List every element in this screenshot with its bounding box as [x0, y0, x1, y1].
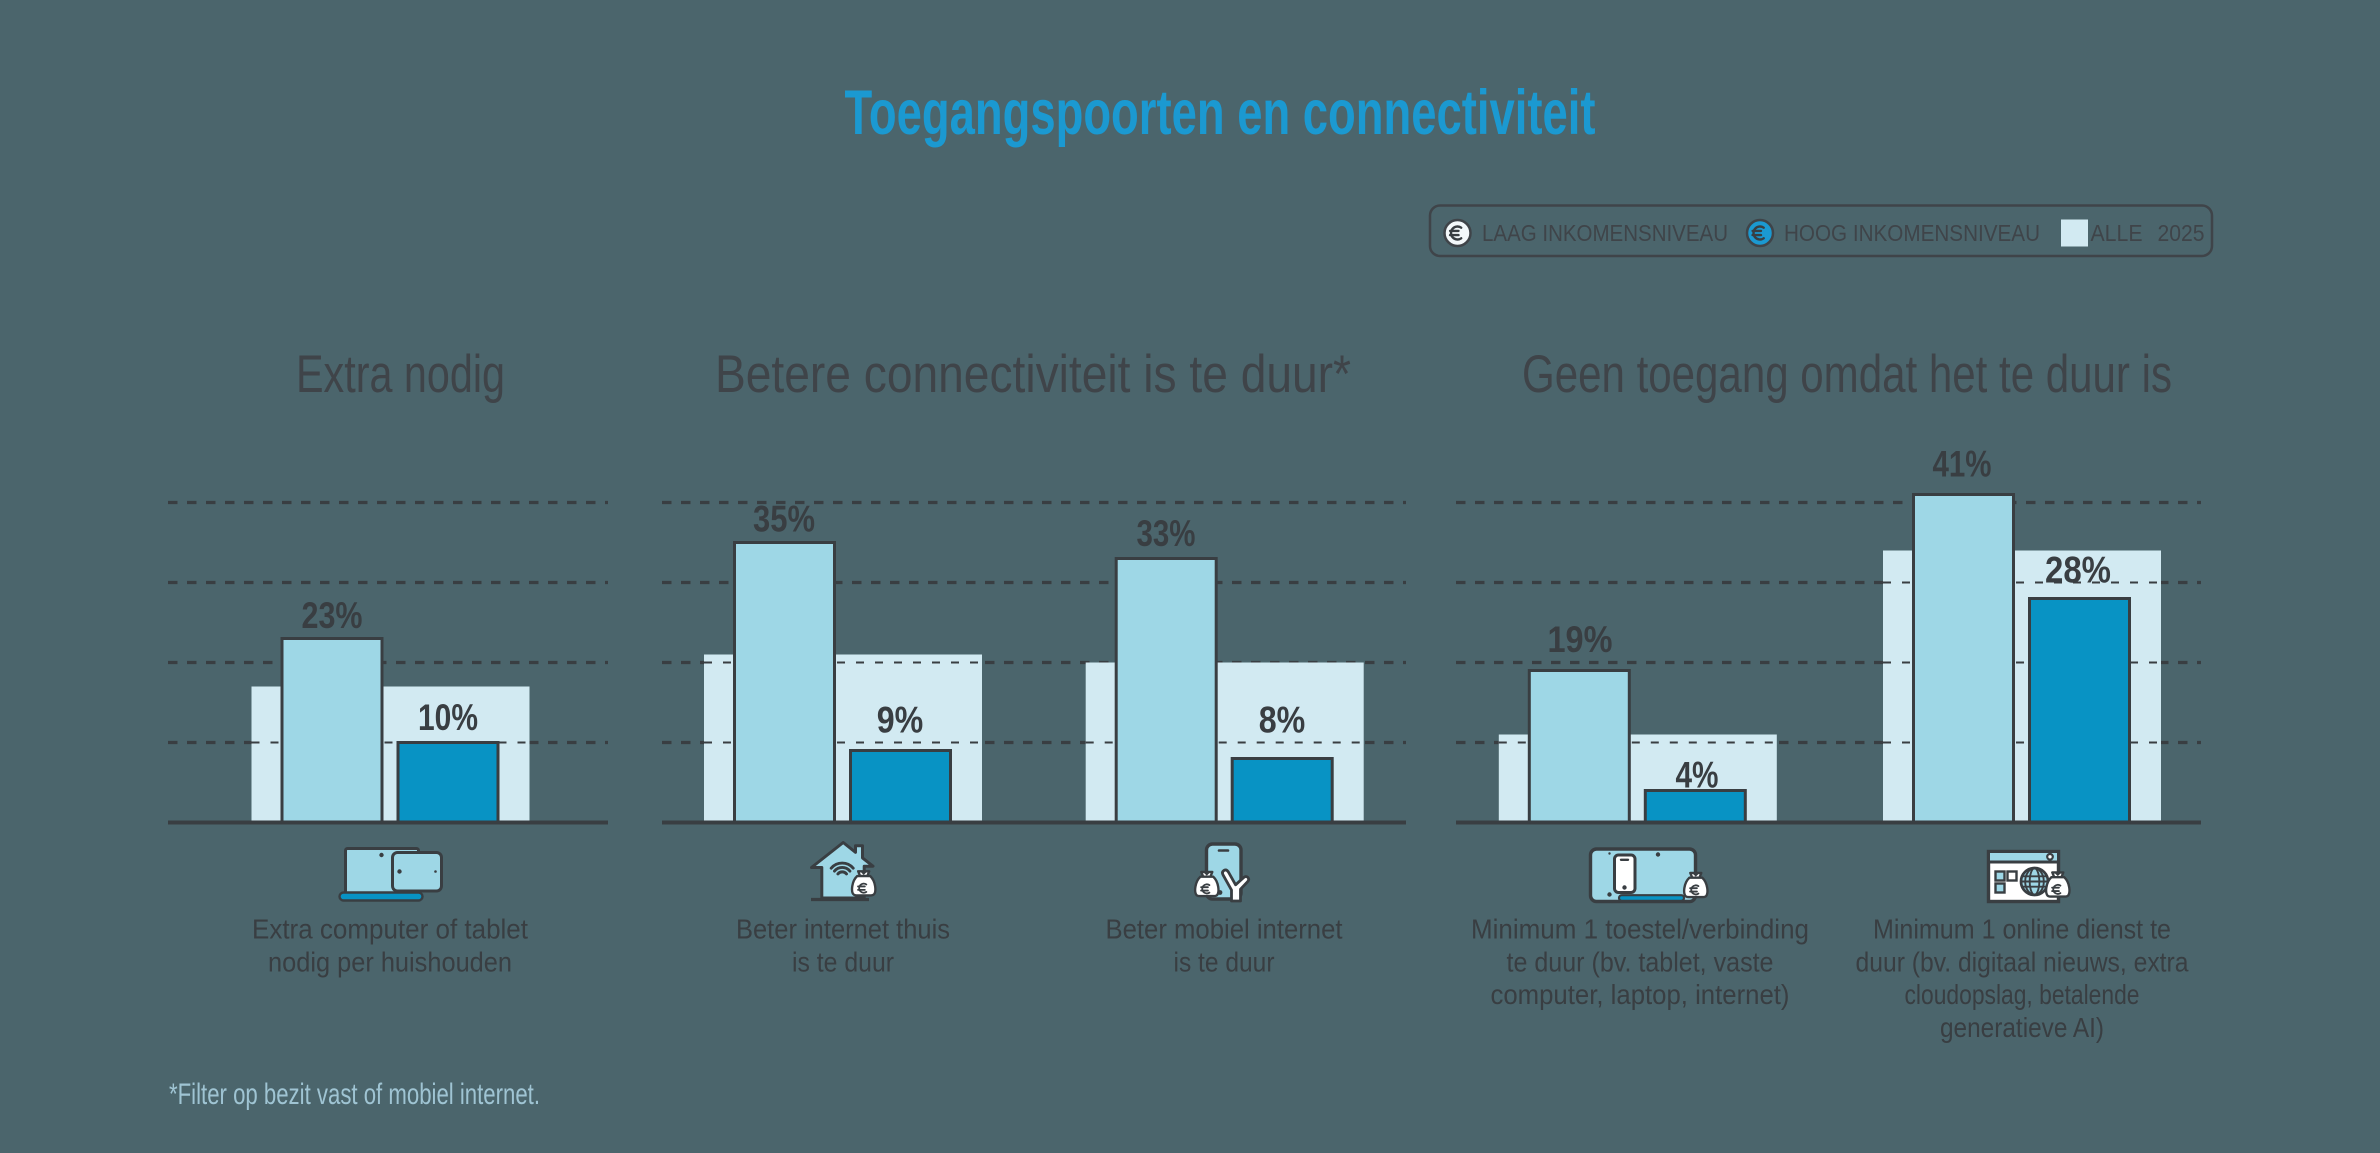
svg-text:nodig per huishouden: nodig per huishouden — [268, 946, 512, 977]
svg-text:Minimum 1 online dienst te: Minimum 1 online dienst te — [1873, 914, 2171, 945]
svg-text:35%: 35% — [753, 499, 815, 540]
svg-text:is te duur: is te duur — [1174, 946, 1275, 977]
svg-text:4%: 4% — [1676, 755, 1719, 796]
svg-text:Minimum 1 toestel/verbinding: Minimum 1 toestel/verbinding — [1471, 914, 1809, 945]
svg-text:Betere connectiviteit is te du: Betere connectiviteit is te duur* — [715, 345, 1351, 404]
svg-text:19%: 19% — [1548, 619, 1613, 660]
svg-text:Beter internet thuis: Beter internet thuis — [736, 914, 950, 945]
svg-text:generatieve AI): generatieve AI) — [1940, 1012, 2104, 1043]
svg-text:duur (bv. digitaal nieuws, ext: duur (bv. digitaal nieuws, extra — [1856, 946, 2190, 977]
svg-text:Toegangspoorten en connectivit: Toegangspoorten en connectiviteit — [845, 78, 1596, 148]
svg-text:10%: 10% — [418, 697, 478, 738]
svg-text:9%: 9% — [877, 700, 924, 741]
svg-text:Extra nodig: Extra nodig — [296, 345, 505, 404]
svg-text:Geen toegang omdat het te duur: Geen toegang omdat het te duur is — [1522, 345, 2172, 404]
svg-text:computer, laptop, internet): computer, laptop, internet) — [1491, 979, 1790, 1010]
svg-text:2025: 2025 — [2158, 220, 2205, 246]
svg-text:*Filter op bezit vast of mobie: *Filter op bezit vast of mobiel internet… — [169, 1078, 540, 1111]
svg-text:is te duur: is te duur — [792, 946, 894, 977]
svg-text:HOOG INKOMENSNIVEAU: HOOG INKOMENSNIVEAU — [1784, 220, 2040, 246]
svg-text:33%: 33% — [1137, 513, 1196, 554]
svg-text:8%: 8% — [1259, 700, 1306, 741]
svg-text:Beter mobiel internet: Beter mobiel internet — [1106, 914, 1343, 945]
svg-text:Extra computer of tablet: Extra computer of tablet — [252, 914, 528, 945]
svg-text:ALLE: ALLE — [2091, 220, 2143, 246]
svg-text:23%: 23% — [302, 595, 363, 636]
svg-text:cloudopslag, betalende: cloudopslag, betalende — [1905, 979, 2140, 1010]
svg-text:41%: 41% — [1933, 444, 1992, 485]
svg-text:te duur (bv. tablet, vaste: te duur (bv. tablet, vaste — [1507, 946, 1774, 977]
svg-text:LAAG INKOMENSNIVEAU: LAAG INKOMENSNIVEAU — [1482, 220, 1728, 246]
svg-text:28%: 28% — [2045, 550, 2111, 591]
